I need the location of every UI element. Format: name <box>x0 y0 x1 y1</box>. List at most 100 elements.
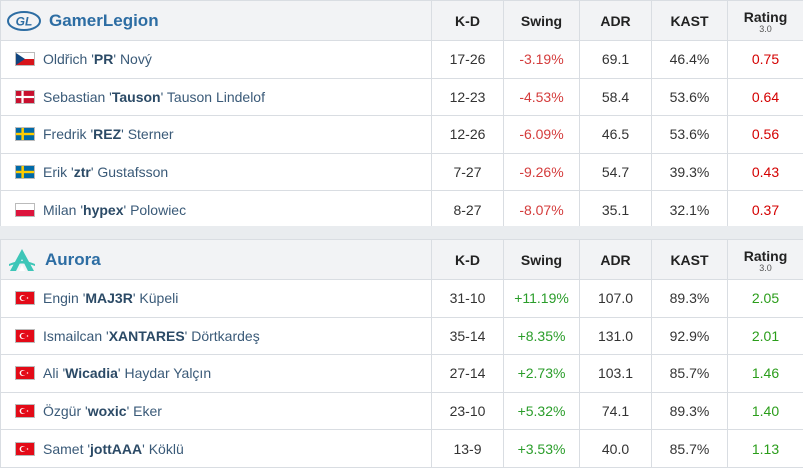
player-last-name: ' Nový <box>113 51 152 68</box>
aurora-logo-icon <box>9 248 35 271</box>
rating-value: 0.43 <box>727 152 803 192</box>
adr-value: 54.7 <box>579 152 652 192</box>
kd-value: 12-26 <box>431 115 504 154</box>
flag-turkey-icon <box>15 404 35 419</box>
player-name-link[interactable]: Oldřich 'PR' Nový <box>43 51 152 67</box>
gamerlegion-logo-icon: GL <box>7 10 41 31</box>
adr-value: 74.1 <box>579 391 652 431</box>
team-name[interactable]: GamerLegion <box>49 10 159 30</box>
col-kast-header: KAST <box>651 239 728 280</box>
adr-value: 35.1 <box>579 190 652 229</box>
swing-value: -8.07% <box>503 190 580 229</box>
player-first-name: Ismailcan ' <box>43 327 109 344</box>
col-rating-header: Rating 3.0 <box>727 0 803 41</box>
swing-value: -6.09% <box>503 115 580 154</box>
player-cell: Sebastian 'Tauson' Tauson Lindelof <box>0 77 432 117</box>
adr-value: 131.0 <box>579 316 652 356</box>
player-last-name: ' Gustafsson <box>90 164 169 181</box>
adr-value: 103.1 <box>579 354 652 393</box>
kast-value: 89.3% <box>651 391 728 431</box>
kast-value: 89.3% <box>651 279 728 318</box>
team-header[interactable]: Aurora <box>0 239 432 280</box>
player-name-link[interactable]: Sebastian 'Tauson' Tauson Lindelof <box>43 89 265 105</box>
kast-value: 92.9% <box>651 316 728 356</box>
rating-value: 2.05 <box>727 279 803 318</box>
player-row: Engin 'MAJ3R' Küpeli 31-10 +11.19% 107.0… <box>0 279 803 318</box>
kast-value: 53.6% <box>651 115 728 154</box>
team-stats-table: Aurora K-D Swing ADR KAST Rating 3.0 Eng… <box>0 239 803 468</box>
player-row: Erik 'ztr' Gustafsson 7-27 -9.26% 54.7 3… <box>0 152 803 192</box>
player-first-name: Özgür ' <box>43 403 88 420</box>
player-nickname: Wicadia <box>65 365 118 382</box>
player-first-name: Engin ' <box>43 290 86 307</box>
rating-value: 1.46 <box>727 354 803 393</box>
player-last-name: ' Küpeli <box>132 290 179 307</box>
player-cell: Ali 'Wicadia' Haydar Yalçın <box>0 354 432 393</box>
team-name[interactable]: Aurora <box>45 249 101 269</box>
adr-value: 46.5 <box>579 115 652 154</box>
adr-value: 40.0 <box>579 429 652 468</box>
player-row: Sebastian 'Tauson' Tauson Lindelof 12-23… <box>0 77 803 117</box>
flag-turkey-icon <box>15 291 35 306</box>
player-row: Fredrik 'REZ' Sterner 12-26 -6.09% 46.5 … <box>0 115 803 154</box>
player-row: Özgür 'woxic' Eker 23-10 +5.32% 74.1 89.… <box>0 391 803 431</box>
player-nickname: hypex <box>83 201 124 218</box>
player-name-link[interactable]: Özgür 'woxic' Eker <box>43 403 162 419</box>
player-nickname: PR <box>93 51 114 68</box>
adr-value: 58.4 <box>579 77 652 117</box>
swing-value: +2.73% <box>503 354 580 393</box>
player-nickname: MAJ3R <box>85 290 133 307</box>
player-nickname: REZ <box>93 126 122 143</box>
col-swing-header: Swing <box>503 239 580 280</box>
player-cell: Milan 'hypex' Polowiec <box>0 190 432 229</box>
rating-value: 0.64 <box>727 77 803 117</box>
kast-value: 85.7% <box>651 429 728 468</box>
player-cell: Engin 'MAJ3R' Küpeli <box>0 279 432 318</box>
player-name-link[interactable]: Engin 'MAJ3R' Küpeli <box>43 290 178 306</box>
kd-value: 13-9 <box>431 429 504 468</box>
rating-version: 3.0 <box>759 23 772 34</box>
player-last-name: ' Sterner <box>121 126 174 143</box>
player-first-name: Fredrik ' <box>43 126 94 143</box>
player-row: Samet 'jottAAA' Köklü 13-9 +3.53% 40.0 8… <box>0 429 803 468</box>
player-name-link[interactable]: Erik 'ztr' Gustafsson <box>43 164 168 180</box>
kast-value: 53.6% <box>651 77 728 117</box>
player-first-name: Erik ' <box>43 164 74 181</box>
player-nickname: Tauson <box>111 88 161 105</box>
kd-value: 12-23 <box>431 77 504 117</box>
col-adr-header: ADR <box>579 239 652 280</box>
kd-value: 35-14 <box>431 316 504 356</box>
swing-value: +8.35% <box>503 316 580 356</box>
player-name-link[interactable]: Samet 'jottAAA' Köklü <box>43 441 184 457</box>
swing-value: +11.19% <box>503 279 580 318</box>
player-name-link[interactable]: Milan 'hypex' Polowiec <box>43 202 186 218</box>
kd-value: 23-10 <box>431 391 504 431</box>
flag-denmark-icon <box>15 89 35 104</box>
flag-sweden-icon <box>15 165 35 180</box>
player-cell: Fredrik 'REZ' Sterner <box>0 115 432 154</box>
player-last-name: ' Köklü <box>142 440 184 457</box>
player-name-link[interactable]: Fredrik 'REZ' Sterner <box>43 126 174 142</box>
kd-value: 7-27 <box>431 152 504 192</box>
player-first-name: Samet ' <box>43 440 91 457</box>
player-cell: Ismailcan 'XANTARES' Dörtkardeş <box>0 316 432 356</box>
rating-value: 0.75 <box>727 40 803 79</box>
player-first-name: Oldřich ' <box>43 51 94 68</box>
player-row: Milan 'hypex' Polowiec 8-27 -8.07% 35.1 … <box>0 190 803 229</box>
swing-value: -9.26% <box>503 152 580 192</box>
rating-value: 1.13 <box>727 429 803 468</box>
player-row: Oldřich 'PR' Nový 17-26 -3.19% 69.1 46.4… <box>0 40 803 79</box>
player-cell: Oldřich 'PR' Nový <box>0 40 432 79</box>
player-cell: Samet 'jottAAA' Köklü <box>0 429 432 468</box>
team-header[interactable]: GL GamerLegion <box>0 0 432 41</box>
col-swing-header: Swing <box>503 0 580 41</box>
player-last-name: ' Haydar Yalçın <box>117 365 212 382</box>
player-cell: Erik 'ztr' Gustafsson <box>0 152 432 192</box>
kast-value: 46.4% <box>651 40 728 79</box>
player-name-link[interactable]: Ismailcan 'XANTARES' Dörtkardeş <box>43 328 260 344</box>
rating-label: Rating <box>743 247 788 264</box>
player-name-link[interactable]: Ali 'Wicadia' Haydar Yalçın <box>43 365 211 381</box>
col-kd-header: K-D <box>431 0 504 41</box>
flag-turkey-icon <box>15 366 35 381</box>
gamerlegion-logo-text: GL <box>16 14 33 28</box>
